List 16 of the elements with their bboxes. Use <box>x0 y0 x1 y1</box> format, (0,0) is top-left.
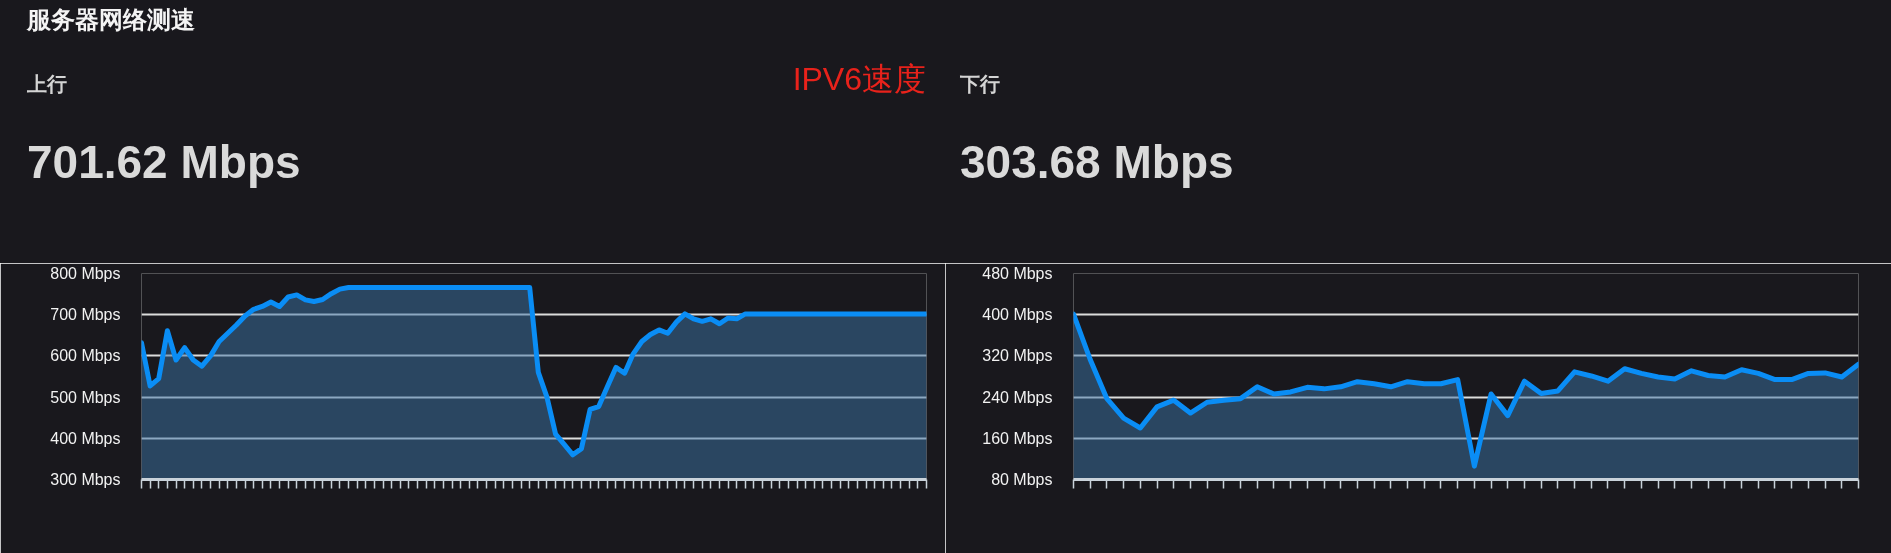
chart-title: 上行 <box>27 74 67 94</box>
y-tick-label: 400 Mbps <box>982 306 1053 324</box>
y-tick-label: 800 Mbps <box>50 265 121 282</box>
y-tick-label: 700 Mbps <box>50 306 121 324</box>
y-tick-label: 320 Mbps <box>982 347 1053 365</box>
annotation: 服务器网络测速 <box>27 8 195 32</box>
y-tick-label: 300 Mbps <box>50 471 121 488</box>
y-tick-label: 500 Mbps <box>50 388 121 406</box>
y-tick-label: 240 Mbps <box>982 388 1053 406</box>
chart-title: 下行 <box>960 74 1000 94</box>
y-tick-label: 160 Mbps <box>982 429 1053 447</box>
y-tick-label: 80 Mbps <box>991 471 1053 488</box>
y-tick-label: 480 Mbps <box>982 265 1053 282</box>
y-tick-label: 400 Mbps <box>50 429 121 447</box>
y-tick-label: 600 Mbps <box>50 347 121 365</box>
annotation: IPV6速度 <box>792 63 926 95</box>
